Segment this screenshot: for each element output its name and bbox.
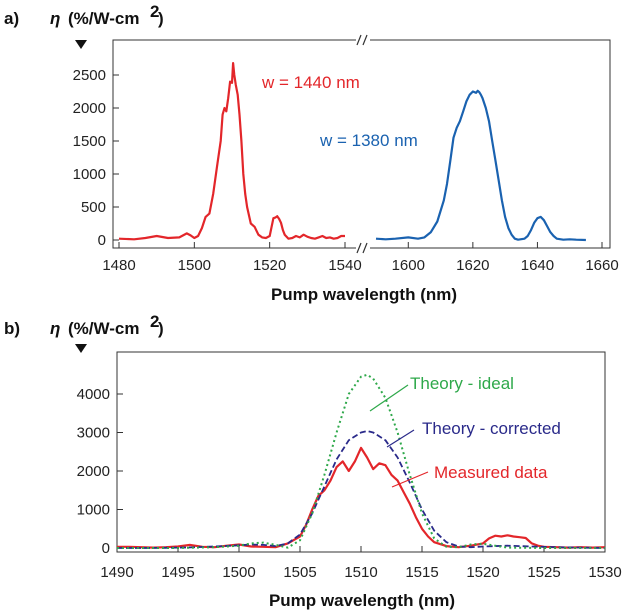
- panel-b-ytick-label: 2000: [77, 463, 110, 480]
- panel-b-leader-measured: [391, 471, 429, 488]
- panel-b-ytick-label: 1000: [77, 502, 110, 519]
- panel-a-xtick-label: 1480: [102, 257, 135, 274]
- panel-b-xtick-label: 1510: [344, 564, 377, 581]
- panel-a-ytick-label: 2000: [73, 100, 106, 117]
- panel-b-leader-ideal: [369, 384, 409, 412]
- panel-b-ytick-label: 4000: [77, 386, 110, 403]
- panel-a-ytick-label: 500: [81, 199, 106, 216]
- panel-b-xticks: 1490 1495 1500 1505 1510 1515 1520 1525 1530: [100, 546, 622, 581]
- panel-a-ylabel-close: ): [158, 9, 164, 28]
- panel-b-xlabel: Pump wavelength (nm): [269, 591, 455, 610]
- panel-b-ylabel-units: (%/W-cm: [68, 319, 139, 338]
- panel-b-ylabel: η (%/W-cm 2 ): [50, 312, 164, 338]
- panel-a-xtick-label: 1620: [456, 257, 489, 274]
- panel-b-yticks: 0 1000 2000 3000 4000: [77, 386, 123, 557]
- panel-b-xtick-label: 1530: [588, 564, 621, 581]
- panel-a-break-mask-bottom: [356, 244, 370, 252]
- panel-b-ytick-label: 0: [102, 540, 110, 557]
- panel-b-ylabel-close: ): [158, 319, 164, 338]
- panel-a: a) η (%/W-cm 2 ) 0 500 1000 1500 2000 2500 14…: [4, 2, 619, 304]
- panel-b-xtick-label: 1505: [283, 564, 316, 581]
- panel-b-xtick-label: 1495: [161, 564, 194, 581]
- panel-a-yaxis-arrow: [75, 40, 87, 49]
- panel-b-yaxis-arrow: [75, 344, 87, 353]
- panel-a-xtick-label: 1640: [521, 257, 554, 274]
- panel-a-yticks: 0 500 1000 1500 2000 2500: [73, 67, 119, 249]
- panel-b-xtick-label: 1520: [466, 564, 499, 581]
- panel-b-ylabel-sup: 2: [150, 312, 159, 331]
- panel-a-xtick-label: 1660: [585, 257, 618, 274]
- panel-a-label: a): [4, 9, 19, 28]
- panel-b-annotation-corrected: Theory - corrected: [422, 419, 561, 438]
- panel-a-xlabel: Pump wavelength (nm): [271, 285, 457, 304]
- panel-b-annotation-measured: Measured data: [434, 463, 548, 482]
- panel-a-series: [118, 61, 586, 242]
- panel-b-leader-corrected: [386, 429, 415, 448]
- panel-a-annotation-1380: w = 1380 nm: [319, 131, 418, 150]
- panel-b-xtick-label: 1525: [527, 564, 560, 581]
- panel-b-annotation-ideal: Theory - ideal: [410, 374, 514, 393]
- panel-b-series: [117, 373, 606, 549]
- panel-a-annotation-1440: w = 1440 nm: [261, 73, 360, 92]
- panel-b-series-corrected: [117, 430, 606, 549]
- panel-a-ylabel: η (%/W-cm 2 ): [50, 2, 164, 28]
- panel-b-series-ideal: [117, 373, 605, 549]
- panel-a-xtick-label: 1540: [328, 257, 361, 274]
- panel-a-ytick-label: 1000: [73, 166, 106, 183]
- panel-b-ylabel-symbol: η: [50, 319, 60, 338]
- panel-b-frame: [116, 351, 606, 553]
- panel-a-ytick-label: 1500: [73, 133, 106, 150]
- panel-a-ylabel-symbol: η: [50, 9, 60, 28]
- panel-b-xtick-label: 1500: [222, 564, 255, 581]
- panel-a-ylabel-sup: 2: [150, 2, 159, 21]
- panel-b-ytick-label: 3000: [77, 425, 110, 442]
- panel-b-xtick-label: 1490: [100, 564, 133, 581]
- panel-a-series-w1380: [375, 89, 586, 242]
- panel-a-xtick-label: 1500: [178, 257, 211, 274]
- panel-a-break-mask-top: [356, 36, 370, 44]
- panel-a-break-mark-bottom: [356, 242, 368, 254]
- panel-b-label: b): [4, 319, 20, 338]
- panel-a-ytick-label: 0: [98, 232, 106, 249]
- panel-a-break-mark-top: [356, 34, 368, 46]
- panel-a-ylabel-units: (%/W-cm: [68, 9, 139, 28]
- panel-a-xticks: 1480 1500 1520 1540 1600 1620 1640 1660: [102, 242, 619, 274]
- panel-a-ytick-label: 2500: [73, 67, 106, 84]
- panel-a-series-w1440: [118, 61, 345, 241]
- panel-a-xtick-label: 1520: [253, 257, 286, 274]
- panel-a-xtick-label: 1600: [392, 257, 425, 274]
- panel-b-xtick-label: 1515: [405, 564, 438, 581]
